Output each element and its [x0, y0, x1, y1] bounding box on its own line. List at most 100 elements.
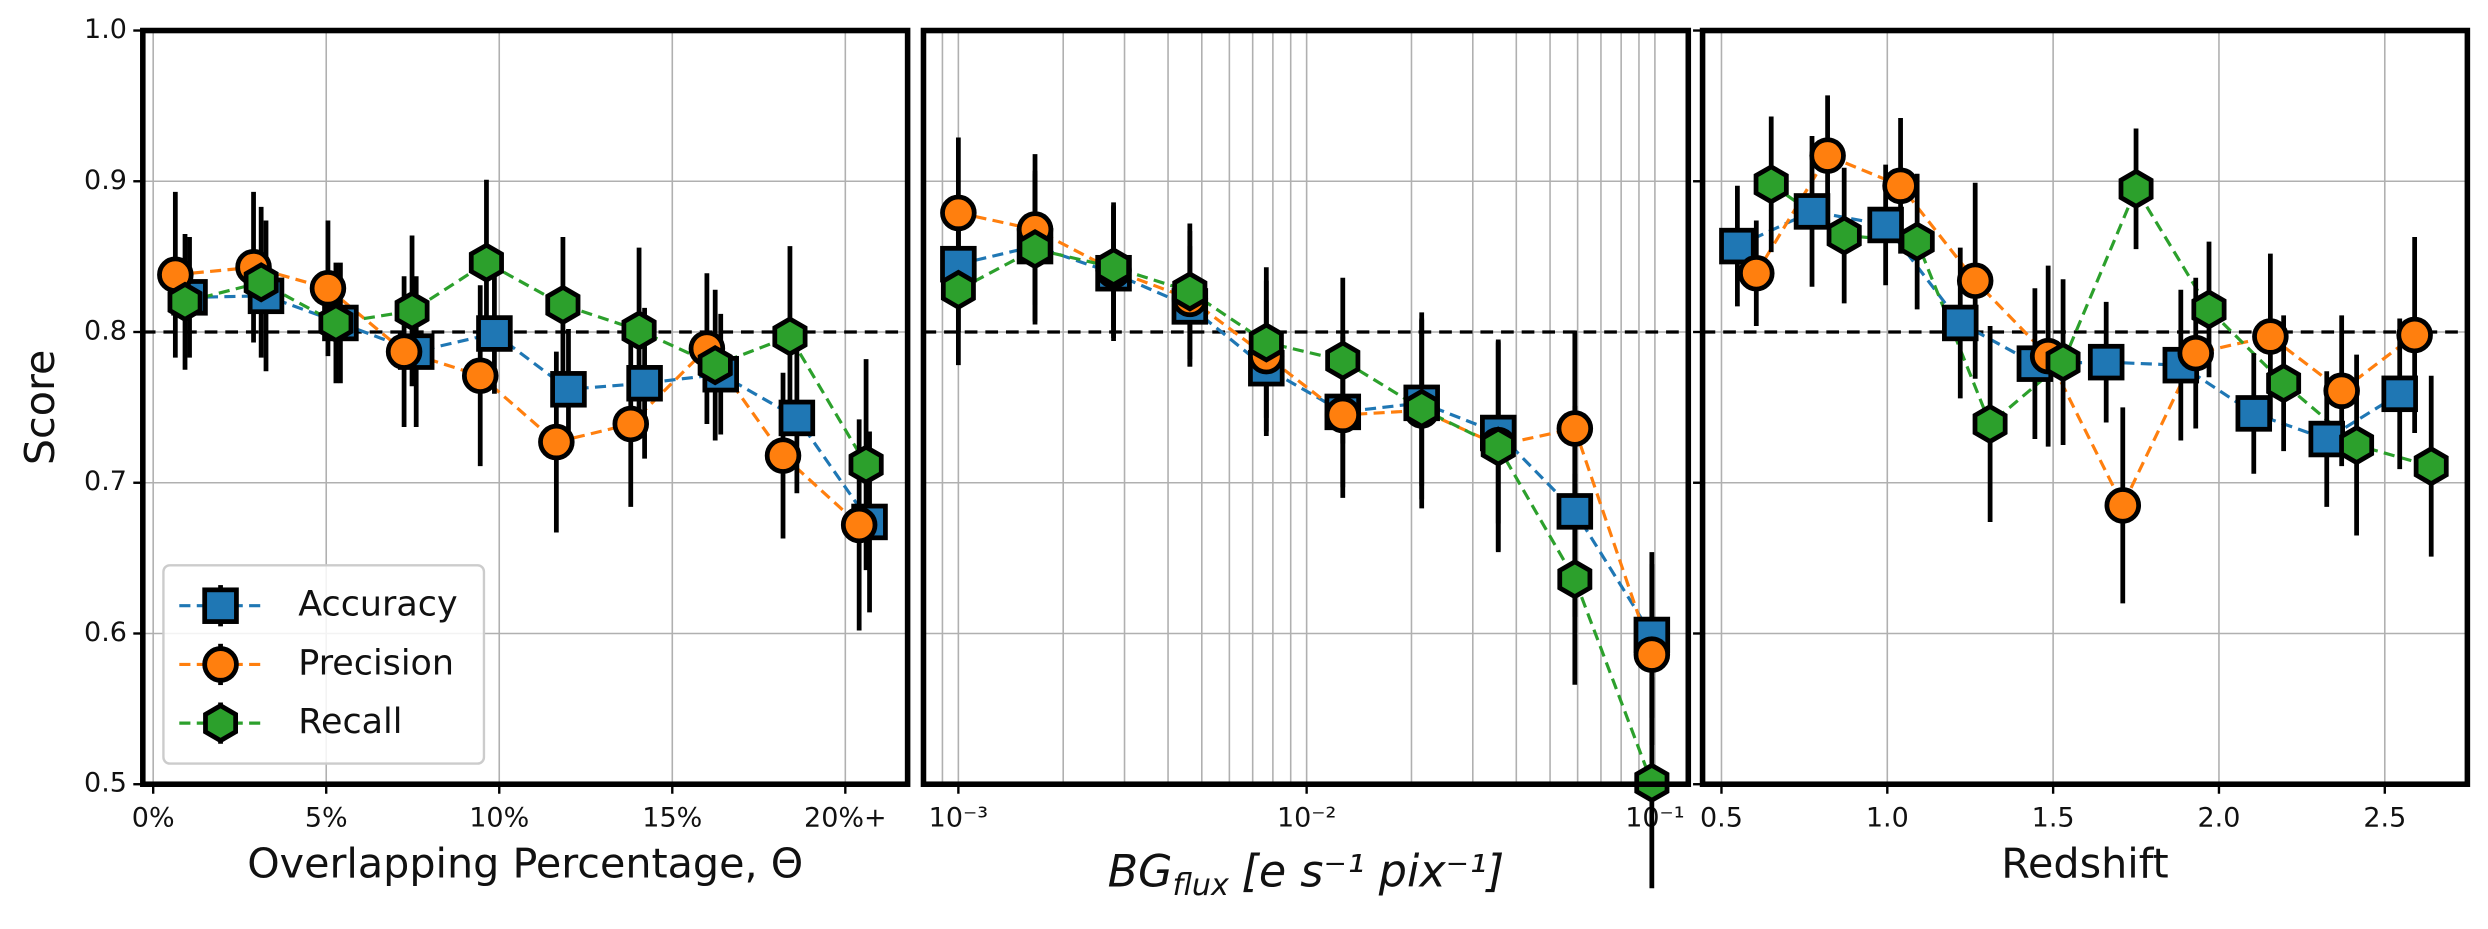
marker — [940, 194, 977, 232]
marker — [1556, 493, 1594, 530]
marker — [772, 316, 808, 357]
marker — [626, 365, 663, 402]
marker — [202, 646, 239, 683]
x-axis-label: Overlapping Percentage, Θ — [247, 840, 803, 888]
marker — [202, 587, 239, 624]
marker — [545, 284, 581, 326]
marker — [621, 310, 657, 351]
marker — [1753, 164, 1789, 205]
marker — [476, 315, 513, 352]
marker — [1719, 227, 1756, 265]
legend-label: Accuracy — [298, 585, 457, 625]
x-tick-label: 2.0 — [2198, 803, 2241, 834]
series-line — [1736, 209, 2401, 441]
marker — [1172, 271, 1208, 312]
marker — [764, 437, 802, 474]
marker — [1738, 254, 1775, 292]
x-tick-label: 10% — [469, 803, 529, 834]
marker — [848, 444, 884, 485]
marker — [468, 242, 504, 283]
marker — [2266, 363, 2302, 404]
y-tick-label: 0.5 — [84, 768, 127, 799]
marker — [1867, 206, 1904, 244]
x-tick-label: 20%+ — [804, 803, 887, 834]
x-tick-label: 10⁻¹ — [1625, 803, 1684, 834]
marker — [2118, 168, 2154, 210]
marker — [1557, 559, 1593, 600]
y-tick-label: 0.9 — [84, 165, 127, 196]
marker — [2381, 375, 2418, 413]
marker — [385, 333, 423, 370]
marker — [778, 399, 816, 437]
x-tick-label: 0.5 — [1700, 803, 1743, 834]
series-line — [957, 247, 1654, 784]
series-line — [189, 294, 871, 523]
series-line — [958, 244, 1654, 636]
marker — [2087, 343, 2125, 381]
x-axis-label: Redshift — [2001, 840, 2168, 888]
marker — [461, 357, 499, 394]
marker — [2045, 341, 2081, 383]
x-tick-label: 2.5 — [2363, 803, 2406, 834]
x-axis-label: BGflux [e s⁻¹ pix⁻¹] — [1108, 847, 1505, 903]
marker — [1793, 193, 1831, 230]
x-tick-label: 1.5 — [2032, 803, 2075, 834]
x-axis-label-unit: [e s⁻¹ pix⁻¹] — [1242, 847, 1505, 898]
y-tick-label: 0.8 — [84, 316, 127, 347]
y-tick-label: 0.7 — [84, 466, 127, 497]
marker — [1809, 137, 1846, 174]
legend-label: Recall — [298, 702, 402, 742]
marker — [2413, 446, 2449, 487]
marker — [1325, 340, 1361, 381]
marker — [1017, 228, 1053, 270]
marker — [1942, 304, 1979, 342]
marker — [203, 702, 239, 744]
series-line — [175, 265, 861, 527]
marker — [243, 262, 279, 303]
marker — [840, 506, 878, 544]
marker — [2235, 395, 2273, 432]
marker — [394, 290, 430, 332]
marker — [1480, 426, 1516, 467]
marker — [1972, 403, 2008, 445]
marker — [1556, 410, 1594, 447]
marker — [2104, 487, 2142, 524]
plot-frame — [1699, 27, 2471, 788]
series-line — [184, 260, 868, 466]
y-axis-label: Score — [16, 350, 64, 466]
marker — [2191, 289, 2227, 330]
marker — [1633, 636, 1671, 673]
x-tick-label: 1.0 — [1866, 803, 1909, 834]
marker — [1826, 215, 1862, 256]
x-tick-label: 5% — [305, 803, 348, 834]
marker — [2323, 372, 2360, 410]
series-line — [1754, 153, 2416, 509]
marker — [1882, 167, 1919, 205]
marker — [318, 302, 354, 344]
marker — [550, 371, 587, 408]
series-line — [958, 211, 1654, 656]
marker — [1248, 322, 1284, 363]
x-tick-label: 10⁻² — [1277, 803, 1336, 834]
marker — [309, 270, 347, 307]
y-tick-label: 1.0 — [84, 14, 127, 45]
marker — [1324, 396, 1362, 434]
x-tick-label: 15% — [642, 803, 702, 834]
marker — [1956, 262, 1994, 300]
marker — [697, 344, 733, 386]
marker — [2308, 420, 2345, 458]
x-tick-label: 0% — [132, 803, 175, 834]
plot-frame — [140, 27, 911, 788]
marker — [2177, 334, 2214, 372]
marker — [538, 423, 575, 461]
marker — [2339, 424, 2375, 466]
legend-box — [162, 564, 486, 765]
marker — [612, 405, 650, 443]
legend-label: Precision — [298, 643, 454, 683]
marker — [1899, 221, 1935, 262]
x-axis-label-sub: flux — [1172, 867, 1230, 902]
marker — [1404, 388, 1440, 430]
marker — [1096, 247, 1132, 288]
marker — [2396, 316, 2433, 354]
